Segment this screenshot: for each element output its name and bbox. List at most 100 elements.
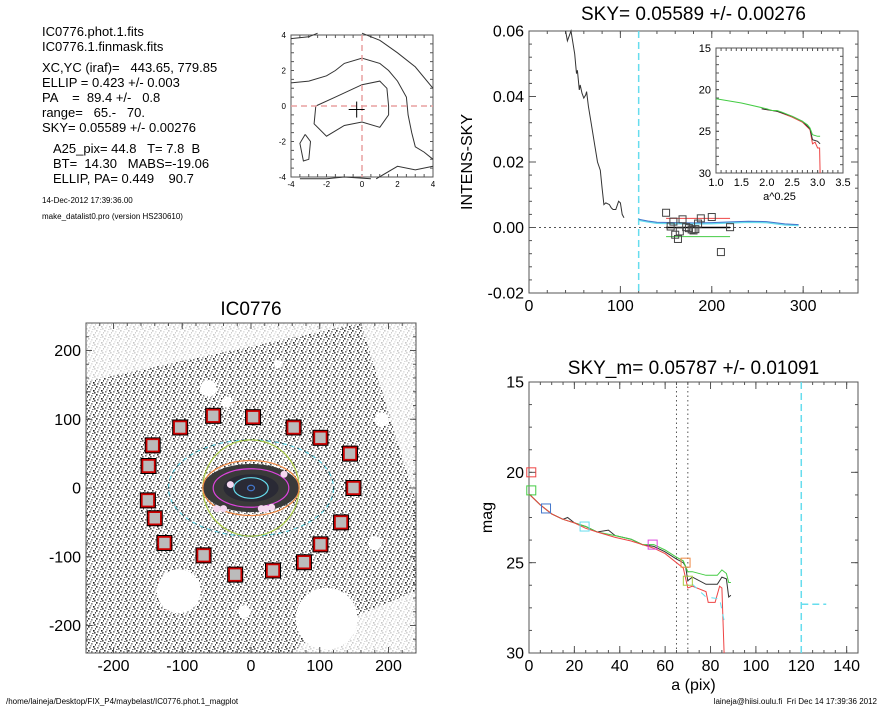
sky-point [669,217,678,226]
x-tick-label: 200 [698,298,725,315]
sky-box [285,419,302,436]
masked-star [280,470,288,478]
ellipse-black-dashed [168,439,334,537]
y-tick-label: -200 [49,618,81,635]
sky-box-outline [139,492,156,509]
sky-point [689,226,698,235]
mag-series-red [528,493,725,654]
sky-box-outline [156,535,173,551]
ellipse-blue-core [246,484,256,492]
mag-marker-magenta [647,539,658,550]
sky-point [673,234,682,243]
sky-box-outline [312,536,329,553]
inset-x-label: a^0.25 [763,191,796,203]
x-tick-label: 0 [525,298,534,315]
sky-box [195,547,212,564]
sky-box-outline [265,562,281,579]
x-tick-label: 140 [833,658,860,675]
contour-line [290,57,434,160]
sky-point [666,222,675,231]
y-tick-label: 200 [54,343,81,360]
y-tick-label: 0.04 [493,89,524,106]
galaxy-core [223,474,279,502]
contour-line [375,165,434,180]
sky-box [296,554,312,570]
center-contour-plot: -4 -2 0 2 4 -4 -2 0 2 4 [279,31,436,189]
sky-point [684,224,693,233]
x-tick-label: 2.5 [785,177,800,189]
masked-region [221,396,233,408]
sky-point [707,213,716,222]
y-tick-label: -4 [279,173,287,182]
contour-line [299,176,371,180]
contour-line [299,134,312,162]
mag-marker-orange [680,557,691,568]
masked-star [220,505,227,513]
y-tick-label: -2 [279,137,287,146]
masked-region [374,412,389,427]
x-axis-label: a (pix) [671,677,715,694]
x-tick-label: -100 [166,658,198,675]
sky-point [726,223,735,232]
sky-box-outline [312,429,329,446]
sky-box-outline [227,566,244,583]
x-tick-label: 100 [306,658,333,675]
sky-box-outline [285,419,302,436]
mag-series-cyan-dashed [692,583,727,621]
sky-box [147,510,163,526]
sky-box [345,480,362,496]
sky-point [662,208,671,217]
sky-point [696,214,705,223]
chart-title: SKY_m= 0.05787 +/- 0.01091 [568,358,819,379]
param-sky: SKY= 0.05589 +/- 0.00276 [42,120,196,135]
y-tick-label: 0.00 [493,220,524,237]
info-block: IC0776.phot.1.fits IC0776.1.finmask.fits… [42,24,217,223]
sky-box-outline [195,547,212,564]
x-tick-label: 0 [247,658,256,675]
y-tick-label: 30 [699,168,711,180]
masked-star [257,505,265,513]
sky-box-outline [140,458,157,474]
mag-marker-green [526,485,537,496]
contour-line [313,80,390,137]
sky-box-outline [205,407,222,424]
derived-a25: A25_pix= 44.8 T= 7.8 B [53,141,201,156]
sky-box-outline [342,445,358,462]
y-axis-label: mag [479,502,496,533]
sky-box [140,492,156,509]
y-tick-label: 25 [699,126,711,138]
sky-box-outline [172,419,189,436]
x-tick-label: 120 [788,658,815,675]
sky-point [691,225,700,234]
cyan-profile [638,219,799,227]
x-tick-label: -2 [323,180,331,189]
y-tick-label: 20 [699,85,711,97]
y-tick-label: 20 [506,465,524,482]
y-tick-label: 0.06 [493,24,524,41]
footer-path: /home/laineja/Desktop/FIX_P4/maybelast/I… [6,697,239,706]
sky-point [675,227,684,236]
x-tick-label: 3.0 [810,177,825,189]
masked-region [367,536,382,550]
mag-marker-yellowgreen [682,575,693,586]
x-tick-label: 300 [790,298,817,315]
ellipse-orange [202,459,300,517]
masked-star [226,481,234,489]
derived-bt: BT= 14.30 MABS=-19.06 [53,156,210,171]
masked-region [274,360,283,369]
sky-box-outline [333,514,350,531]
y-tick-label: 2 [282,66,287,75]
y-tick-label: 100 [54,412,81,429]
y-tick-label: 0 [282,102,287,111]
sky-point [678,215,687,224]
y-tick-label: -0.02 [488,286,525,303]
y-axis-label: INTENS-SKY [459,114,476,210]
x-tick-label: 1.0 [708,177,723,189]
masked-region [200,380,217,397]
mag-profile-plot: SKY_m= 0.05787 +/- 0.01091 0 20 40 60 80 100 12… [479,358,860,694]
y-tick-label: 4 [282,31,287,40]
masked-region [295,587,358,650]
mask-file: IC0776.1.finmask.fits [42,39,164,54]
intensity-profile [565,29,625,218]
contour-line [361,32,434,89]
